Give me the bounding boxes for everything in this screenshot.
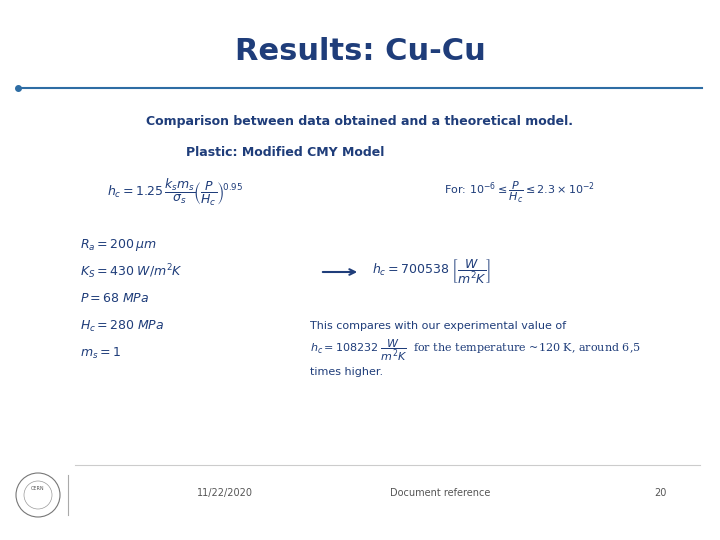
Text: Comparison between data obtained and a theoretical model.: Comparison between data obtained and a t… [146, 116, 574, 129]
Text: $m_s = 1$: $m_s = 1$ [80, 346, 121, 361]
Text: Plastic: Modified CMY Model: Plastic: Modified CMY Model [186, 145, 384, 159]
Text: $K_S = 430\;W/m^2K$: $K_S = 430\;W/m^2K$ [80, 262, 183, 281]
Text: Results: Cu-Cu: Results: Cu-Cu [235, 37, 485, 66]
Text: Document reference: Document reference [390, 488, 490, 498]
Text: $R_a = 200\,\mu m$: $R_a = 200\,\mu m$ [80, 237, 157, 253]
Text: $h_c = 1.25\,\dfrac{k_s m_s}{\sigma_s}\!\left(\dfrac{P}{H_c}\right)^{\!0.95}$: $h_c = 1.25\,\dfrac{k_s m_s}{\sigma_s}\!… [107, 177, 243, 207]
Text: $h_c =108232\;\dfrac{W}{m^2K}$  for the temperature ~120 K, around 6,5: $h_c =108232\;\dfrac{W}{m^2K}$ for the t… [310, 338, 641, 363]
Text: $H_c = 280\;MPa$: $H_c = 280\;MPa$ [80, 319, 164, 334]
Text: For: $10^{-6} \leq \dfrac{P}{H_c} \leq 2.3\times10^{-2}$: For: $10^{-6} \leq \dfrac{P}{H_c} \leq 2… [444, 179, 595, 205]
Text: This compares with our experimental value of: This compares with our experimental valu… [310, 321, 566, 331]
Text: $h_c = 700538\;\left[\dfrac{W}{m^2 K}\right]$: $h_c = 700538\;\left[\dfrac{W}{m^2 K}\ri… [372, 258, 491, 286]
Text: CERN: CERN [31, 487, 45, 491]
Text: $P = 68\;MPa$: $P = 68\;MPa$ [80, 293, 149, 306]
Text: 20: 20 [654, 488, 666, 498]
Text: 11/22/2020: 11/22/2020 [197, 488, 253, 498]
Text: times higher.: times higher. [310, 367, 383, 377]
